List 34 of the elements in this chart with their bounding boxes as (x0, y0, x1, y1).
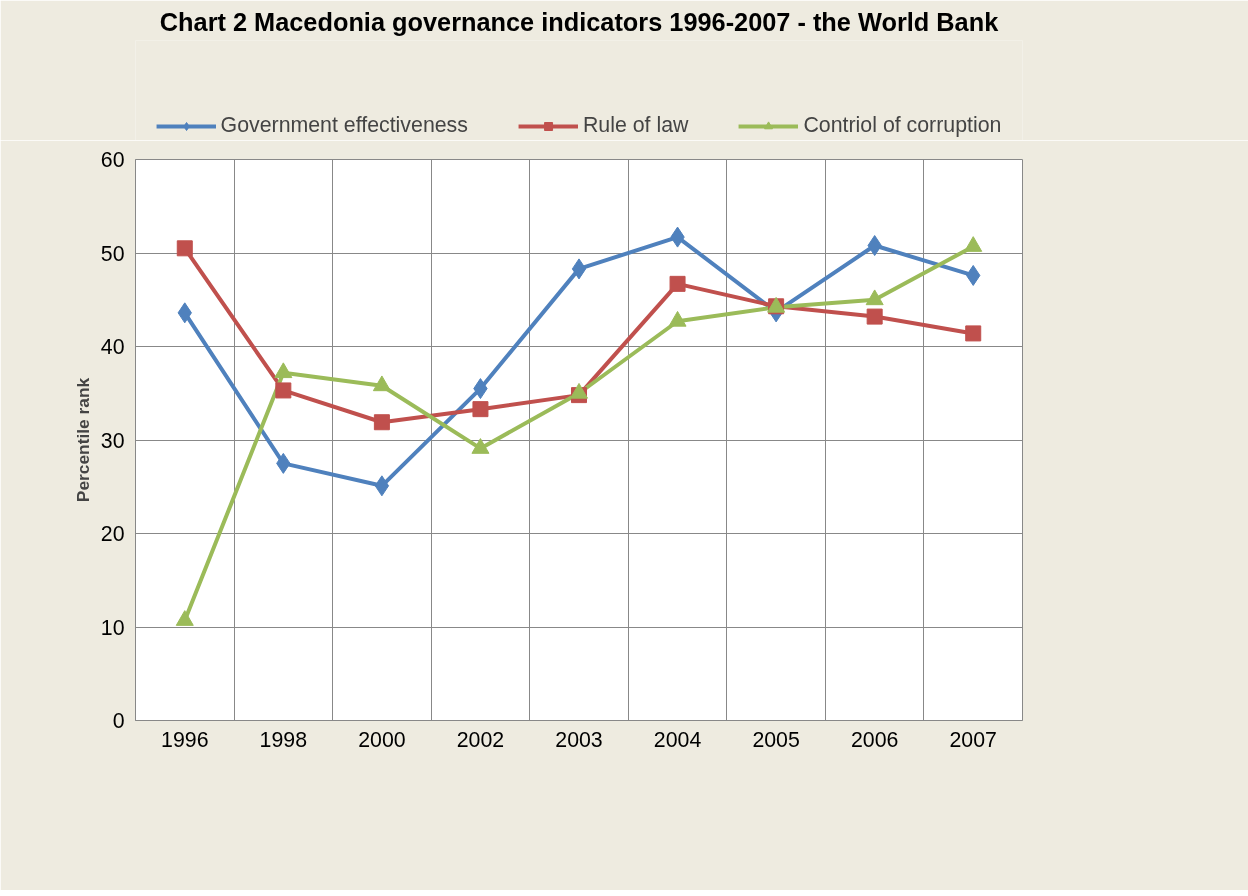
point (176, 240, 193, 257)
x-tick-label: 2002 (456, 727, 505, 752)
point (275, 382, 292, 399)
legend-label: Rule of law (582, 113, 689, 138)
x-tick-label: 2003 (555, 727, 603, 752)
point (965, 325, 982, 342)
point (372, 375, 391, 392)
point (571, 258, 587, 280)
y-tick-label: 60 (100, 148, 125, 172)
y-tick-label: 10 (100, 615, 125, 640)
y-tick-label: 20 (100, 522, 125, 546)
point (373, 414, 390, 431)
y-tick-label: 40 (100, 335, 125, 359)
point (866, 308, 883, 325)
point (374, 475, 390, 497)
point (175, 610, 194, 626)
x-tick-label: 2007 (949, 727, 997, 752)
x-tick-label: 2000 (358, 727, 406, 752)
point (274, 362, 293, 379)
x-tick-label: 1998 (259, 727, 308, 752)
x-tick-label: 2004 (653, 727, 702, 752)
x-tick-label: 2005 (752, 727, 800, 752)
legend-label: Government effectiveness (220, 113, 468, 138)
point (471, 438, 490, 454)
y-tick-label: 50 (100, 241, 125, 266)
chart-title: Chart 2 Macedonia governance indicators 1996-2007 - the World Bank (159, 7, 1000, 36)
x-tick-label: 2006 (850, 727, 899, 752)
y-tick-label: 0 (112, 709, 125, 733)
point (669, 275, 686, 292)
x-tick-label: 1996 (161, 727, 209, 752)
point (472, 401, 489, 418)
legend-label: Contriol of corruption (803, 113, 1002, 138)
y-tick-label: 30 (100, 428, 125, 453)
y-axis-title: Percentile rank (72, 377, 93, 503)
